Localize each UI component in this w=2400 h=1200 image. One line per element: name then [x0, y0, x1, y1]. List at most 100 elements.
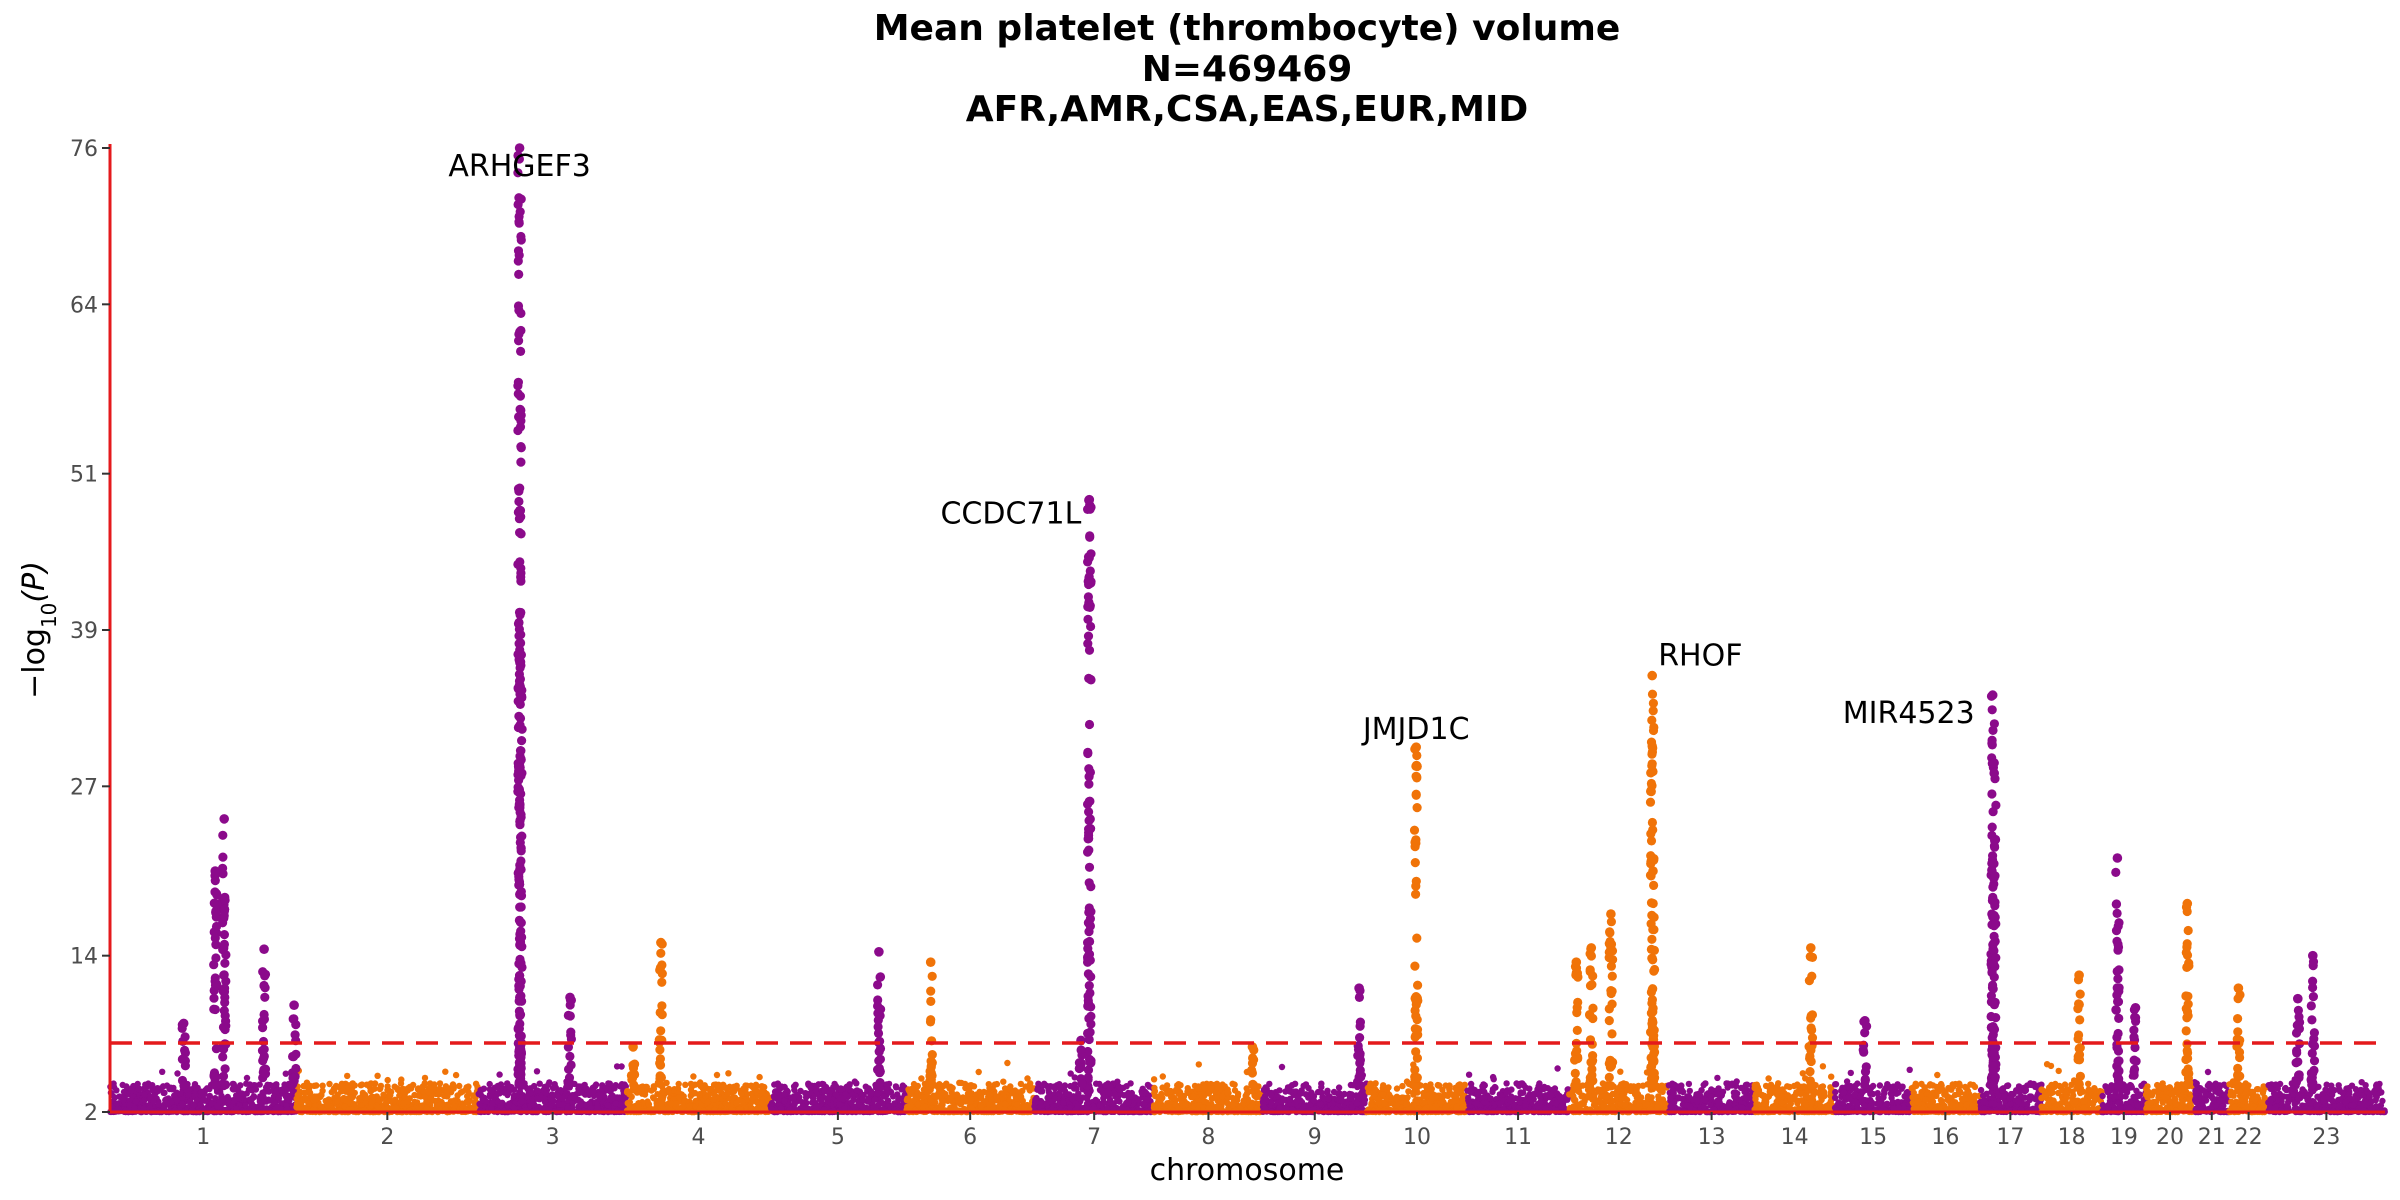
data-point — [344, 1072, 351, 1080]
data-point — [339, 1087, 347, 1094]
data-point — [691, 1089, 699, 1097]
data-point — [756, 1073, 763, 1081]
data-point — [761, 1083, 768, 1091]
data-point — [658, 1100, 665, 1108]
data-point — [274, 1104, 281, 1111]
data-point — [545, 1081, 552, 1089]
data-point — [555, 1093, 562, 1100]
data-points — [107, 143, 2388, 1116]
data-point — [338, 1080, 346, 1088]
data-point — [534, 1087, 541, 1094]
data-point — [1278, 1098, 1285, 1106]
data-point — [812, 1084, 820, 1092]
data-point — [230, 1097, 238, 1105]
data-point — [1437, 1100, 1445, 1107]
data-point — [1367, 1080, 1374, 1087]
data-point — [557, 1087, 564, 1094]
data-point — [452, 1071, 460, 1079]
data-point — [1013, 1101, 1020, 1108]
data-point — [851, 1078, 858, 1085]
data-point — [326, 1080, 333, 1088]
data-point — [319, 1082, 326, 1089]
chart-title-line-3: AFR,AMR,CSA,EAS,EUR,MID — [966, 89, 1529, 130]
data-point — [609, 1094, 617, 1102]
data-point — [273, 1081, 280, 1088]
data-point — [1083, 1105, 1090, 1112]
data-point — [740, 1085, 748, 1093]
data-point — [407, 1084, 415, 1091]
data-point — [392, 1104, 399, 1112]
data-point — [1194, 1085, 1202, 1092]
data-point — [219, 1096, 226, 1103]
data-point — [1140, 1100, 1148, 1108]
data-point — [846, 1082, 853, 1089]
data-point — [377, 1082, 385, 1090]
data-point — [463, 1098, 470, 1106]
data-point — [914, 1082, 921, 1090]
data-point — [604, 1102, 612, 1109]
data-point — [1453, 1103, 1460, 1111]
data-point — [300, 1082, 307, 1090]
data-point — [400, 1100, 407, 1107]
data-point — [1323, 1089, 1331, 1096]
data-point — [1519, 1089, 1527, 1096]
data-point — [865, 1097, 872, 1104]
data-point — [645, 1101, 653, 1108]
data-point — [508, 1085, 515, 1092]
data-point — [282, 1092, 289, 1100]
data-point — [949, 1084, 956, 1092]
data-point — [1260, 1086, 1268, 1094]
data-point — [128, 1086, 135, 1094]
data-point — [1000, 1090, 1007, 1097]
data-point — [762, 1101, 769, 1109]
data-point — [1541, 1083, 1548, 1091]
data-point — [1393, 1085, 1401, 1092]
data-point — [456, 1082, 463, 1090]
data-point — [1020, 1104, 1028, 1111]
data-point — [135, 1086, 142, 1093]
data-point — [262, 1105, 269, 1112]
data-point — [141, 1091, 148, 1099]
data-point — [113, 1100, 121, 1108]
data-point — [690, 1073, 697, 1080]
data-point — [150, 1098, 157, 1105]
data-point — [965, 1083, 973, 1090]
data-point — [111, 1094, 119, 1101]
data-point — [1381, 1100, 1388, 1107]
data-point — [1184, 1088, 1191, 1095]
data-point — [1050, 1083, 1057, 1090]
data-point — [575, 1085, 582, 1093]
data-point — [1446, 1086, 1453, 1093]
data-point — [505, 1100, 513, 1108]
data-point — [807, 1084, 814, 1091]
data-point — [1208, 1085, 1215, 1092]
data-point — [570, 1093, 577, 1101]
data-point — [892, 1083, 900, 1090]
data-point — [214, 1103, 221, 1111]
data-point — [1060, 1099, 1067, 1107]
data-point — [1465, 1071, 1473, 1078]
data-point — [592, 1081, 600, 1088]
data-point — [501, 1089, 508, 1096]
data-point — [618, 1063, 625, 1070]
data-point — [238, 1090, 246, 1097]
data-point — [827, 1087, 834, 1095]
data-point — [286, 1096, 293, 1104]
data-point — [131, 1105, 138, 1112]
data-point — [383, 1098, 390, 1105]
data-point — [813, 1103, 821, 1111]
data-point — [294, 1091, 301, 1099]
data-point — [550, 1097, 557, 1105]
data-point — [1195, 1061, 1203, 1068]
data-point — [1489, 1086, 1497, 1093]
data-point — [968, 1095, 975, 1103]
data-point — [710, 1096, 717, 1103]
data-point — [551, 1083, 558, 1090]
data-point — [1450, 1098, 1457, 1105]
data-point — [312, 1096, 319, 1103]
data-point — [190, 1101, 197, 1109]
data-point — [1459, 1092, 1466, 1100]
data-point — [1487, 1095, 1494, 1102]
data-point — [198, 1088, 205, 1095]
data-point — [850, 1103, 858, 1111]
